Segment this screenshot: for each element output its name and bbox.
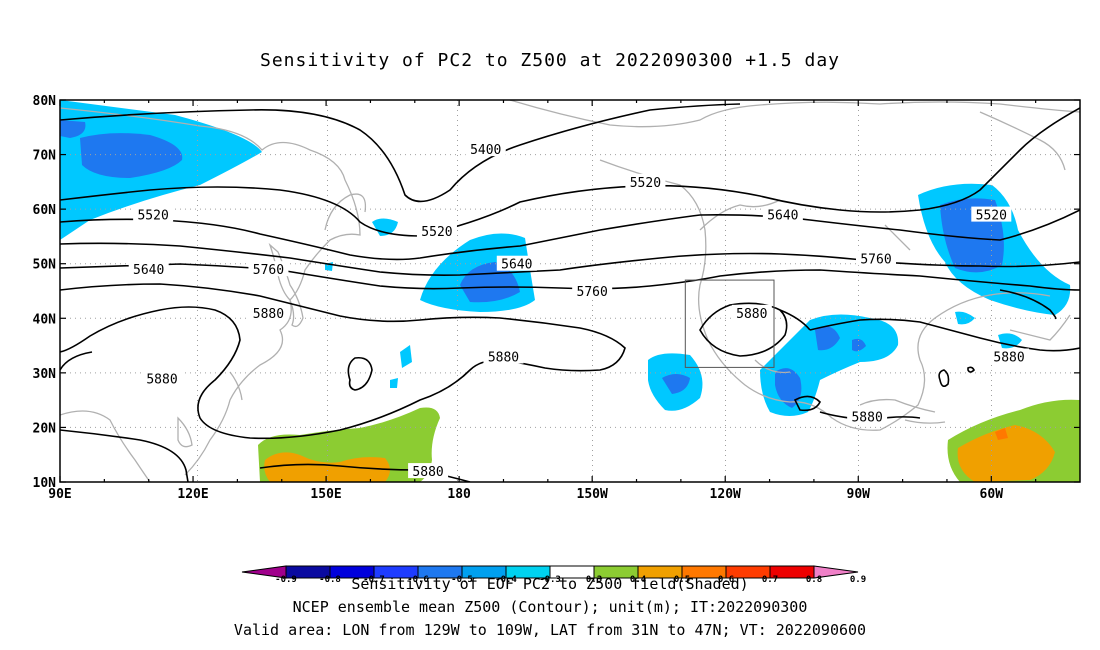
svg-text:5640: 5640: [133, 263, 164, 278]
lat-lon-grid: [60, 100, 1080, 482]
lat-label: 50N: [33, 258, 57, 273]
coastlines: [60, 100, 1080, 482]
colorbar-label: -0.3: [539, 575, 561, 585]
contour-label: 5760: [856, 250, 896, 267]
svg-text:5520: 5520: [421, 225, 452, 240]
lon-label: 120E: [177, 487, 208, 502]
contour-label: 5880: [408, 463, 449, 480]
caption-contour: NCEP ensemble mean Z500 (Contour); unit(…: [292, 598, 808, 616]
colorbar-label: 0.8: [806, 575, 822, 585]
colorbar-swatch: [813, 565, 859, 579]
colorbar-label: 0.7: [762, 575, 778, 585]
lat-label: 20N: [33, 421, 57, 436]
svg-text:5520: 5520: [976, 209, 1007, 224]
svg-text:5760: 5760: [577, 285, 608, 300]
negative-sensitivity-shading: [60, 100, 1071, 416]
caption-valid-area: Valid area: LON from 129W to 109W, LAT f…: [233, 621, 867, 639]
svg-text:5760: 5760: [860, 252, 891, 267]
lon-label: 180: [447, 487, 471, 502]
lat-label: 80N: [33, 94, 57, 109]
contour-label: 5520: [625, 173, 666, 191]
colorbar-label: -0.4: [495, 575, 517, 585]
colorbar-label: 0.9: [850, 575, 866, 585]
svg-text:5520: 5520: [630, 176, 661, 191]
colorbar-label: -0.6: [407, 575, 429, 585]
svg-text:5880: 5880: [253, 307, 284, 322]
contour-label: 5520: [133, 206, 174, 224]
contour-label: 5880: [483, 348, 524, 365]
caption-shading: Sensitivity of EOF PC2 to Z500 field(Sha…: [351, 575, 749, 593]
svg-text:5880: 5880: [146, 372, 177, 387]
svg-text:5880: 5880: [736, 307, 767, 322]
svg-text:5520: 5520: [137, 209, 168, 224]
svg-text:5640: 5640: [501, 258, 532, 273]
lon-label: 60W: [980, 487, 1004, 502]
contour-label: 5880: [731, 304, 772, 322]
colorbar-label: 0.6: [718, 575, 734, 585]
contour-label: 5640: [496, 255, 537, 273]
lat-label: 30N: [33, 367, 57, 382]
lon-label: 90E: [48, 487, 71, 502]
svg-text:5880: 5880: [488, 350, 519, 365]
map-frame: [59, 99, 1081, 483]
contour-label: 5880: [248, 304, 289, 322]
colorbar-label: -0.8: [319, 575, 341, 585]
lat-label: 10N: [33, 476, 57, 491]
figure-title: Sensitivity of PC2 to Z500 at 2022090300…: [259, 50, 840, 71]
axis-labels: 90E 120E 150E 180 150W 120W 90W 60W 80N 70N 60N 50N…: [33, 94, 1004, 502]
positive-sensitivity-shading: [258, 399, 1080, 482]
lat-label: 60N: [33, 203, 57, 218]
colorbar-label: 0.5: [674, 575, 690, 585]
svg-text:5640: 5640: [767, 209, 798, 224]
lon-label: 150W: [577, 487, 608, 502]
colorbar-label: -0.9: [275, 575, 297, 585]
contour-label: 5520: [971, 206, 1012, 224]
contour-label: 5640: [762, 206, 803, 224]
lon-label: 90W: [847, 487, 871, 502]
contour-label: 5880: [989, 348, 1030, 365]
svg-text:5880: 5880: [412, 465, 443, 480]
contour-label: 5520: [416, 222, 457, 240]
lon-label: 120W: [710, 487, 741, 502]
colorbar-label: -0.5: [451, 575, 473, 585]
valid-area-box: [684, 279, 775, 368]
lat-label: 40N: [33, 312, 57, 327]
contour-label: 5880: [142, 370, 182, 387]
contour-label: 5400: [465, 141, 506, 158]
lon-label: 150E: [310, 487, 341, 502]
colorbar-label: -0.7: [363, 575, 385, 585]
contour-label: 5640: [128, 261, 169, 278]
contour-labels: 5400 5520 5520 5520 5520 5640 5640 5640 5760 5760…: [128, 141, 1030, 480]
svg-text:5880: 5880: [851, 411, 882, 426]
colorbar-label: 0.4: [630, 575, 647, 585]
lat-label: 70N: [33, 149, 57, 164]
axis-ticks: [59, 99, 1080, 483]
contour-label: 5760: [572, 283, 613, 300]
contour-label: 5760: [248, 261, 289, 278]
svg-text:5400: 5400: [470, 143, 501, 158]
svg-text:5760: 5760: [253, 263, 284, 278]
svg-text:5880: 5880: [993, 350, 1024, 365]
contour-label: 5880: [847, 408, 888, 426]
colorbar-label: 0.3: [586, 575, 602, 585]
colorbar: -0.9 -0.8 -0.7 -0.6 -0.5 -0.4 -0.3 0.3 0.4 0.5 0.6…: [241, 565, 866, 585]
